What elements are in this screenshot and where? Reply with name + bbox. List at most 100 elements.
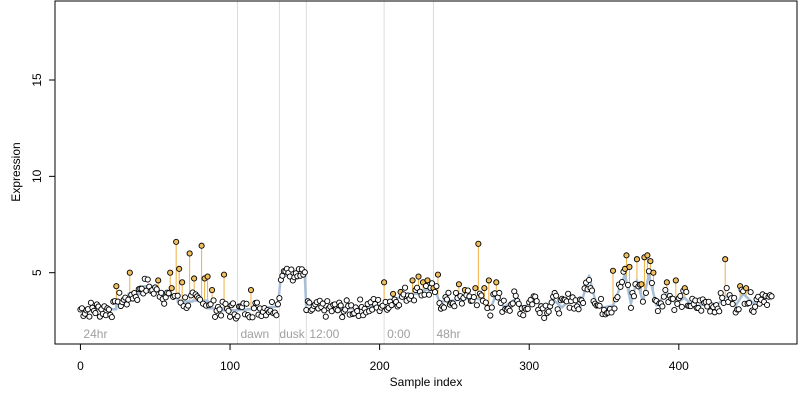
- data-point: [243, 300, 250, 307]
- data-point: [482, 299, 489, 306]
- data-point: [575, 306, 582, 313]
- outlier-point: [381, 279, 388, 286]
- data-point: [431, 289, 439, 296]
- data-point: [677, 292, 684, 300]
- region-label: 24hr: [83, 327, 107, 341]
- data-point: [506, 307, 513, 314]
- outlier-point: [409, 277, 416, 284]
- data-point: [512, 292, 519, 299]
- outlier-point: [609, 267, 617, 274]
- data-point: [478, 292, 485, 299]
- outlier-point: [168, 285, 175, 292]
- outlier-point: [672, 277, 679, 284]
- data-point: [698, 307, 705, 314]
- data-point: [487, 312, 494, 319]
- outlier-point: [179, 279, 186, 286]
- data-point: [496, 289, 503, 297]
- data-point: [470, 294, 477, 301]
- outlier-point: [434, 271, 442, 278]
- data-point: [407, 292, 415, 299]
- outlier-point: [485, 277, 492, 284]
- data-point: [545, 308, 552, 315]
- data-point: [716, 308, 723, 315]
- data-point: [683, 288, 690, 295]
- data-point: [253, 299, 261, 306]
- outlier-point: [663, 279, 670, 286]
- data-point: [443, 296, 450, 303]
- data-point: [337, 302, 344, 309]
- data-point: [216, 306, 223, 313]
- outlier-point: [220, 271, 228, 278]
- data-point: [288, 266, 295, 273]
- x-axis-title: Sample index: [390, 375, 463, 389]
- data-point: [541, 314, 548, 321]
- y-axis-title: Expression: [9, 142, 23, 201]
- data-point: [473, 302, 480, 309]
- data-point: [185, 302, 192, 309]
- data-point: [669, 295, 676, 302]
- data-point: [488, 304, 495, 311]
- data-point: [322, 313, 329, 320]
- data-point: [153, 286, 160, 293]
- x-tick-label: 400: [669, 359, 689, 373]
- data-point: [144, 276, 151, 283]
- data-point: [747, 289, 754, 296]
- data-point: [92, 310, 99, 317]
- region-label: dawn: [241, 327, 270, 341]
- plot-frame: [54, 0, 798, 345]
- x-tick-label: 300: [519, 359, 539, 373]
- region-label: 12:00: [309, 327, 339, 341]
- data-point: [158, 289, 165, 296]
- data-point: [642, 289, 649, 296]
- data-point: [659, 303, 666, 310]
- data-point: [225, 307, 232, 314]
- data-point: [752, 303, 759, 310]
- data-point: [452, 289, 459, 296]
- y-tick-label: 15: [30, 73, 44, 87]
- data-point: [586, 276, 593, 284]
- data-point: [268, 298, 275, 306]
- outlier-point: [155, 277, 162, 284]
- data-point: [150, 290, 157, 297]
- data-point: [529, 301, 536, 308]
- data-point: [250, 305, 258, 312]
- data-point: [524, 305, 531, 312]
- outlier-point: [415, 273, 422, 280]
- data-point: [536, 309, 543, 317]
- data-point: [597, 295, 605, 302]
- data-point: [273, 312, 280, 319]
- data-point: [556, 310, 563, 317]
- data-point: [674, 300, 681, 307]
- outlier-point: [638, 281, 645, 288]
- outlier-point: [475, 240, 482, 247]
- data-point: [210, 297, 217, 304]
- outlier-point: [113, 283, 120, 290]
- data-point: [611, 305, 618, 312]
- region-label: 48hr: [436, 327, 460, 341]
- data-point: [458, 300, 465, 307]
- data-point: [306, 299, 313, 306]
- outlier-point: [743, 285, 750, 292]
- outlier-point: [644, 252, 651, 259]
- outlier-point: [191, 275, 198, 282]
- data-point: [105, 306, 112, 313]
- data-point: [451, 303, 458, 310]
- data-point: [723, 284, 730, 292]
- data-point: [764, 301, 771, 309]
- outlier-point: [209, 286, 216, 294]
- data-point: [165, 290, 172, 297]
- data-point: [445, 289, 452, 296]
- outlier-point: [722, 256, 729, 263]
- region-label: 0:00: [387, 327, 411, 341]
- outlier-point: [198, 242, 205, 249]
- outlier-point: [626, 263, 633, 270]
- data-point: [731, 294, 738, 301]
- data-point: [218, 312, 225, 319]
- data-point: [660, 293, 667, 300]
- data-point: [654, 307, 661, 315]
- data-point: [719, 294, 726, 301]
- outlier-point: [647, 258, 654, 265]
- data-point: [589, 287, 596, 294]
- data-point: [729, 300, 736, 308]
